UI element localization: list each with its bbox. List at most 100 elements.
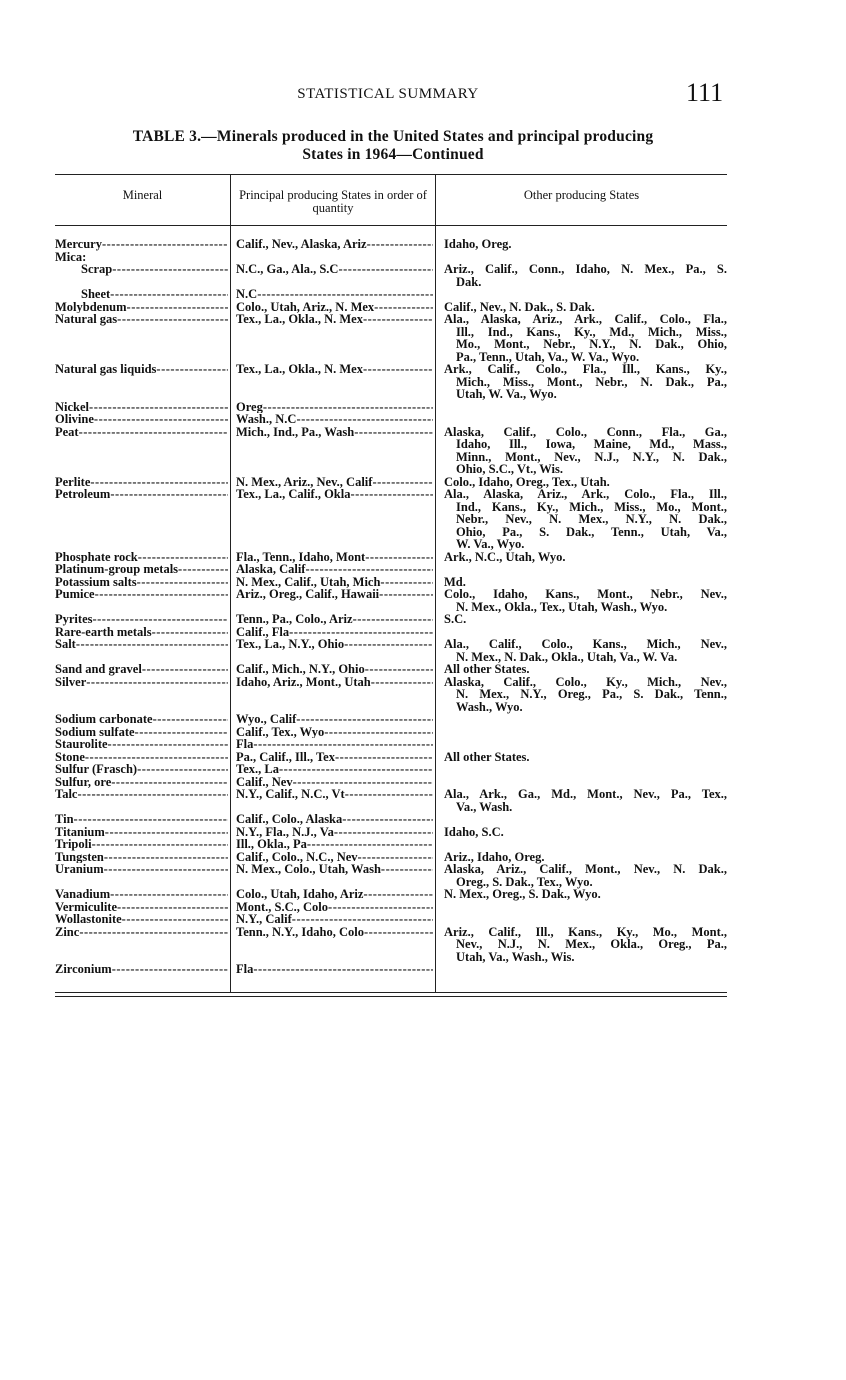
principal-leader: Fla., Tenn., Idaho, Mont [236,551,433,564]
dot-leader [374,301,433,314]
dot-leader [365,663,433,676]
dot-leader [344,638,433,651]
other-states-line: Alaska, Ariz., Calif., Mont., Nev., N. D… [444,862,727,876]
other-states-line: Ill., Ind., Kans., Ky., Md., Mich., Miss… [456,324,727,339]
other-states-line: Idaho, S.C. [444,824,504,839]
mineral-cell: Sulfur, ore [55,776,228,789]
principal-states: Calif., Nev [236,775,293,788]
other-cell: All other States. [444,749,727,764]
other-cell [444,738,727,751]
other-cell: Ariz., Calif., Ill., Kans., Ky., Mo., Mo… [444,925,727,964]
principal-states: N.C [236,288,258,301]
principal-leader: Calif., Nev., Alaska, Ariz [236,238,433,251]
dot-leader [77,788,228,801]
other-cell: Alaska, Ariz., Calif., Mont., Nev., N. D… [444,863,727,888]
mineral-name: Mica: [55,249,87,264]
principal-leader: Calif., Nev [236,776,433,789]
mineral-cell: Platinum-group metals [55,563,228,576]
mineral-cell: Sodium carbonate [55,713,228,726]
other-states-line: Alaska, Calif., Colo., Ky., Mich., Nev., [444,674,727,689]
other-states-line: Colo., Idaho, Oreg., Tex., Utah. [444,474,610,489]
other-states-line: Nev., N.J., N. Mex., Okla., Oreg., Pa., [456,937,727,951]
mineral-leader: Tin [55,813,228,826]
mineral-leader: Mercury [55,238,228,251]
dot-leader [380,576,433,589]
principal-leader: Mich., Ind., Pa., Wash [236,426,433,439]
principal-leader: N.C., Ga., Ala., S.C [236,263,433,276]
dot-leader [334,826,433,839]
mineral-leader: Petroleum [55,488,228,501]
dot-leader [292,913,433,926]
principal-cell: Calif., Colo., Alaska [236,813,433,826]
mineral-cell: Scrap [55,263,228,288]
dot-leader [92,838,228,851]
other-cell [444,401,727,414]
dot-leader [328,901,433,914]
other-states-line: Minn., Mont., Nev., N.J., N.Y., N. Dak., [456,449,727,464]
mineral-name: Nickel [55,400,90,413]
mineral-name: Sodium carbonate [55,713,153,726]
principal-leader: Alaska, Calif [236,563,433,576]
mineral-name: Staurolite [55,738,108,751]
mineral-cell: Pyrites [55,613,228,626]
other-states-line: All other States. [444,662,530,676]
dot-leader [358,851,433,864]
other-cell: S.C. [444,613,727,626]
other-column: Idaho, Oreg. Ariz., Calif., Conn., Idaho,… [435,226,727,992]
other-cell: Ark., Calif., Colo., Fla., Ill., Kans., … [444,363,727,401]
mineral-leader: Vermiculite [55,901,228,914]
other-states-line: N. Mex., N. Dak., Okla., Utah, Va., W. V… [456,649,678,664]
other-cell [444,713,727,726]
header-other: Other producing States [435,175,727,225]
mineral-leader: Tungsten [55,851,228,864]
principal-leader: Calif., Tex., Wyo [236,726,433,739]
principal-states: Tex., La., Calif., Okla [236,488,351,501]
principal-states: Calif., Colo., Alaska [236,813,343,826]
mineral-name: Perlite [55,475,91,488]
mineral-leader: Nickel [55,401,228,414]
principal-cell: Oreg [236,401,433,414]
mineral-cell: Titanium [55,826,228,839]
principal-cell: Tenn., Pa., Colo., Ariz [236,613,433,626]
other-cell [444,563,727,576]
mineral-leader: Pyrites [55,613,228,626]
principal-states: Calif., Mich., N.Y., Ohio [236,663,365,676]
header-principal: Principal producing States in order of q… [230,175,435,225]
other-cell [444,763,727,776]
mineral-name: Zirconium [55,963,112,976]
principal-states: Wyo., Calif [236,713,297,726]
mineral-cell: Salt [55,638,228,663]
mineral-name: Vanadium [55,888,111,901]
mineral-leader: Vanadium [55,888,228,901]
mineral-cell: Mercury [55,238,228,251]
minerals-table: Mineral Principal producing States in or… [55,174,727,997]
dot-leader [253,963,433,976]
other-cell: Md. [444,575,727,589]
mineral-name: Peat [55,425,79,438]
mineral-cell: Silver [55,676,228,714]
other-states-line: N. Mex., Okla., Tex., Utah, Wash., Wyo. [456,599,668,614]
principal-leader: Wash., N.C [236,413,433,426]
header-mineral: Mineral [122,188,163,202]
mineral-leader: Titanium [55,826,228,839]
mineral-cell: Petroleum [55,488,228,551]
mineral-name: Vermiculite [55,900,118,913]
other-states-line: N. Mex., N.Y., Oreg., Pa., S. Dak., Tenn… [456,687,727,701]
dot-leader [110,888,228,901]
principal-cell: Fla., Tenn., Idaho, Mont [236,551,433,564]
dot-leader [137,576,228,589]
mineral-cell: Peat [55,426,228,476]
principal-states: Tex., La., Okla., N. Mex [236,313,363,326]
other-states-line: Calif., Nev., N. Dak., S. Dak. [444,299,595,314]
other-cell [444,838,727,851]
principal-states: N. Mex., Colo., Utah, Wash [236,863,381,876]
mineral-name: Natural gas [55,313,118,326]
other-states-line: All other States. [444,749,530,764]
principal-cell: Alaska, Calif [236,563,433,576]
other-cell [444,913,727,926]
other-cell: Idaho, S.C. [444,824,727,839]
mineral-cell: Tungsten [55,851,228,864]
other-states-line: Mo., Mont., Nebr., N.Y., N. Dak., Ohio, [456,337,727,351]
mineral-name: Salt [55,638,76,651]
dot-leader [135,726,228,739]
